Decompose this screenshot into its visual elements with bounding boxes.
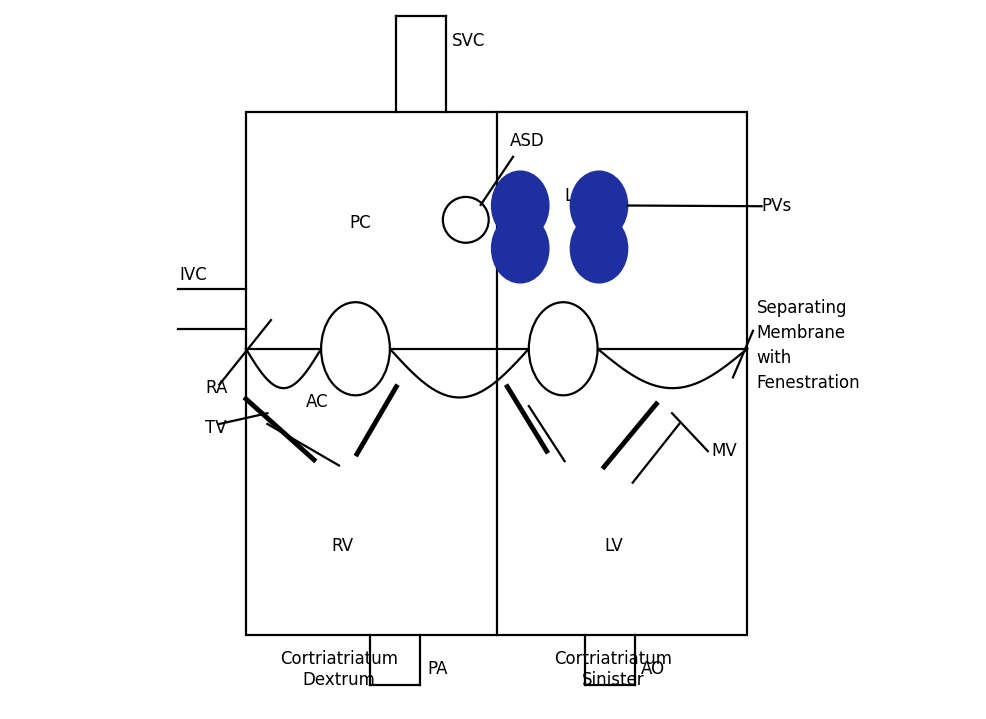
Text: PA: PA <box>427 660 448 678</box>
Ellipse shape <box>492 214 549 283</box>
Text: Separating
Membrane
with
Fenestration: Separating Membrane with Fenestration <box>756 298 860 392</box>
Ellipse shape <box>492 171 549 240</box>
Text: MV: MV <box>712 442 738 460</box>
Ellipse shape <box>528 302 598 395</box>
Text: LA: LA <box>565 187 586 205</box>
Text: RA: RA <box>205 379 228 397</box>
Text: Sinister: Sinister <box>582 672 645 690</box>
Text: TV: TV <box>205 418 227 436</box>
Circle shape <box>443 197 489 243</box>
Text: PVs: PVs <box>761 197 792 215</box>
Ellipse shape <box>570 214 628 283</box>
Text: SVC: SVC <box>452 32 485 50</box>
Ellipse shape <box>321 302 389 395</box>
Text: Cortriatriatum: Cortriatriatum <box>554 650 672 668</box>
Text: PC: PC <box>350 214 372 232</box>
Text: RV: RV <box>331 536 354 555</box>
Text: AO: AO <box>641 660 665 678</box>
Text: LV: LV <box>604 536 623 555</box>
Text: Cortriatriatum: Cortriatriatum <box>280 650 398 668</box>
Text: Dextrum: Dextrum <box>303 672 376 690</box>
Bar <box>246 112 747 636</box>
Text: AC: AC <box>307 393 329 411</box>
Text: IVC: IVC <box>179 266 207 284</box>
Ellipse shape <box>570 171 628 240</box>
Text: ASD: ASD <box>510 132 544 150</box>
